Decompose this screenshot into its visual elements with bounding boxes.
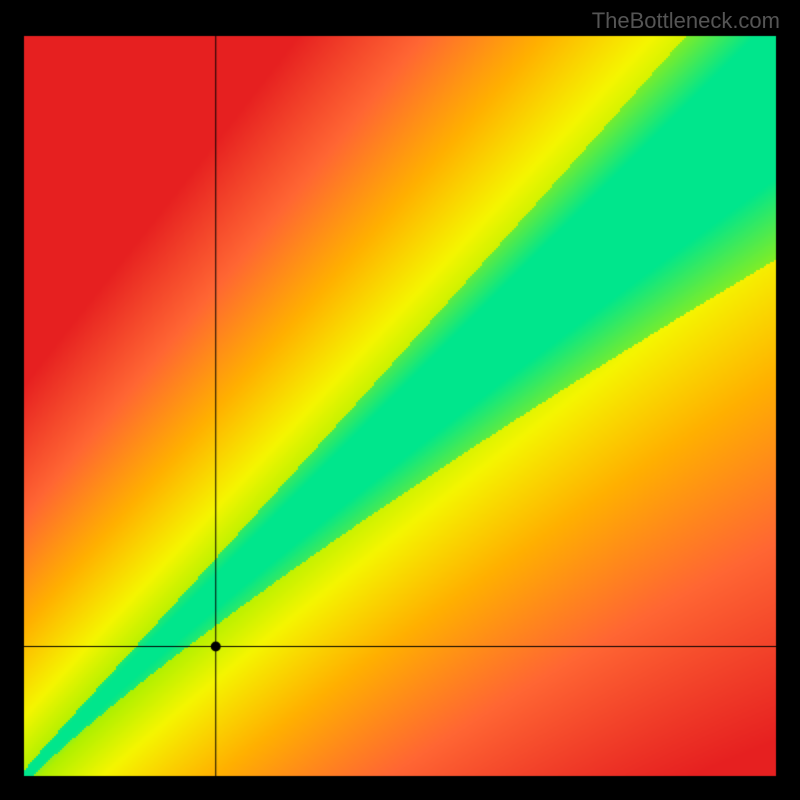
chart-container: TheBottleneck.com xyxy=(0,0,800,800)
watermark-text: TheBottleneck.com xyxy=(592,8,780,34)
heatmap-canvas xyxy=(0,0,800,800)
